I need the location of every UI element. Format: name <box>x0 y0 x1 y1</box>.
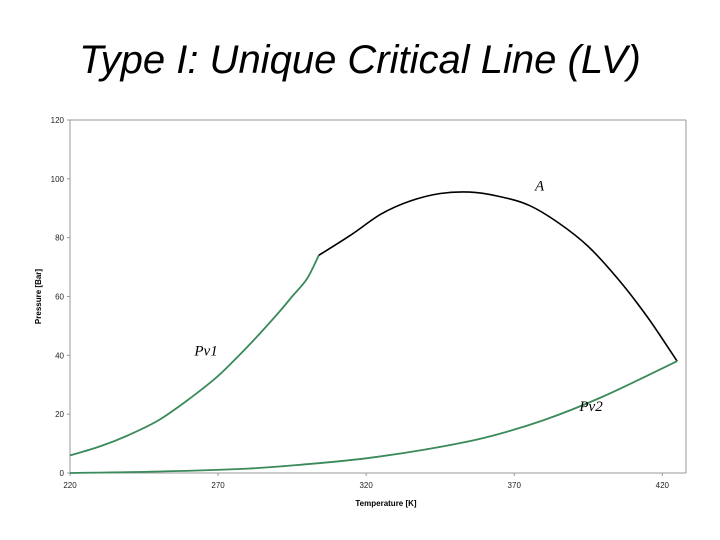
x-tick-label: 270 <box>211 481 225 490</box>
critical-line-series <box>318 191 678 362</box>
x-tick-label: 370 <box>508 481 522 490</box>
y-tick-label: 0 <box>60 469 65 478</box>
x-axis-title: Temperature [K] <box>355 499 417 508</box>
y-tick-label: 20 <box>55 410 64 419</box>
x-tick-label: 320 <box>359 481 373 490</box>
y-tick-label: 120 <box>51 116 65 125</box>
annotation-pv2: Pv2 <box>578 399 603 415</box>
vapor-pressure-series-pv2 <box>69 360 678 474</box>
vapor-pressure-series-pv1 <box>69 254 320 457</box>
annotation-pv1: Pv1 <box>193 343 217 359</box>
y-tick-label: 80 <box>55 234 64 243</box>
y-tick-label: 40 <box>55 351 64 360</box>
annotation-a: A <box>534 179 545 195</box>
x-tick-label: 220 <box>63 481 77 490</box>
y-tick-label: 100 <box>51 175 65 184</box>
x-tick-label: 420 <box>656 481 670 490</box>
y-axis-title: Pressure [Bar] <box>34 269 43 324</box>
y-tick-label: 60 <box>55 293 64 302</box>
slide-title: Type I: Unique Critical Line (LV) <box>79 38 641 82</box>
